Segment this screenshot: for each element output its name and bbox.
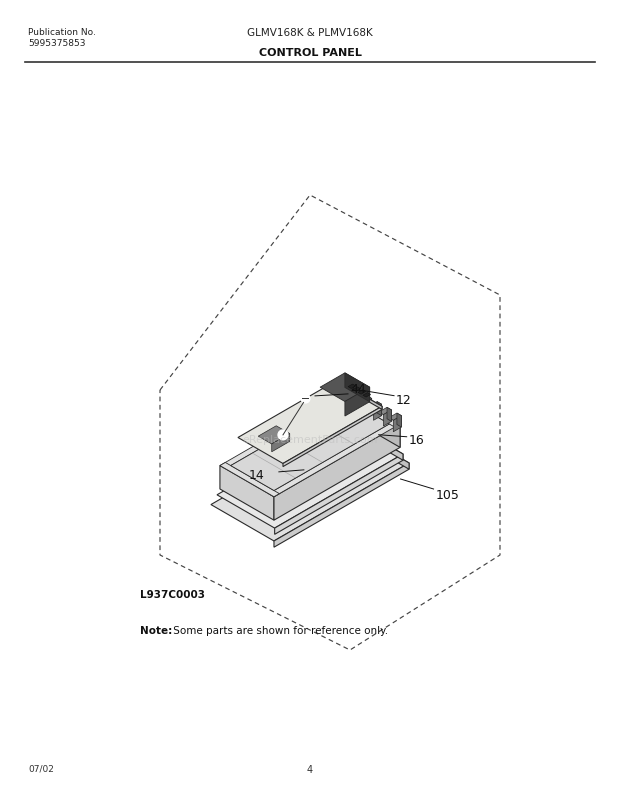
Text: 16: 16 — [409, 434, 425, 447]
Polygon shape — [275, 454, 403, 535]
Polygon shape — [220, 466, 274, 520]
Text: 44: 44 — [350, 383, 366, 396]
Polygon shape — [353, 387, 361, 391]
Polygon shape — [373, 404, 381, 421]
Polygon shape — [389, 413, 401, 421]
Polygon shape — [358, 390, 366, 394]
Text: Publication No.: Publication No. — [28, 28, 96, 37]
Text: 12: 12 — [396, 394, 412, 407]
Text: 5995375853: 5995375853 — [28, 39, 86, 48]
Polygon shape — [340, 393, 400, 427]
Polygon shape — [217, 421, 403, 528]
Polygon shape — [280, 480, 318, 507]
Polygon shape — [283, 406, 382, 466]
Polygon shape — [320, 373, 370, 402]
Circle shape — [278, 430, 288, 440]
Text: Note:: Note: — [140, 626, 172, 636]
Polygon shape — [274, 424, 400, 520]
Polygon shape — [393, 416, 401, 432]
Polygon shape — [379, 407, 391, 414]
Text: CONTROL PANEL: CONTROL PANEL — [259, 48, 361, 58]
Polygon shape — [345, 421, 403, 460]
Text: GLMV168K & PLMV168K: GLMV168K & PLMV168K — [247, 28, 373, 38]
Polygon shape — [252, 465, 318, 502]
Polygon shape — [268, 421, 400, 497]
Polygon shape — [274, 463, 409, 547]
Text: 105: 105 — [436, 489, 459, 501]
Text: L937C0003: L937C0003 — [140, 590, 205, 600]
Polygon shape — [363, 393, 371, 397]
Text: 4: 4 — [307, 765, 313, 775]
Polygon shape — [369, 402, 381, 409]
Polygon shape — [359, 396, 372, 403]
Polygon shape — [377, 402, 381, 416]
Text: Some parts are shown for reference only.: Some parts are shown for reference only. — [170, 626, 388, 636]
Polygon shape — [383, 410, 391, 426]
Circle shape — [301, 394, 310, 403]
Polygon shape — [258, 426, 290, 444]
Polygon shape — [231, 399, 389, 490]
Text: eReplacementParts.com: eReplacementParts.com — [242, 435, 378, 445]
Polygon shape — [211, 427, 409, 541]
Polygon shape — [220, 393, 352, 469]
Polygon shape — [346, 427, 409, 469]
Polygon shape — [397, 413, 401, 427]
Polygon shape — [272, 433, 290, 451]
Polygon shape — [345, 373, 370, 402]
Text: 14: 14 — [249, 470, 265, 482]
Polygon shape — [238, 380, 382, 463]
Polygon shape — [345, 387, 370, 416]
Polygon shape — [337, 380, 382, 409]
Polygon shape — [348, 384, 356, 388]
Polygon shape — [363, 398, 372, 414]
Polygon shape — [220, 463, 280, 497]
Polygon shape — [367, 396, 372, 410]
Polygon shape — [346, 393, 400, 447]
Polygon shape — [387, 407, 391, 421]
Text: 07/02: 07/02 — [28, 765, 54, 774]
